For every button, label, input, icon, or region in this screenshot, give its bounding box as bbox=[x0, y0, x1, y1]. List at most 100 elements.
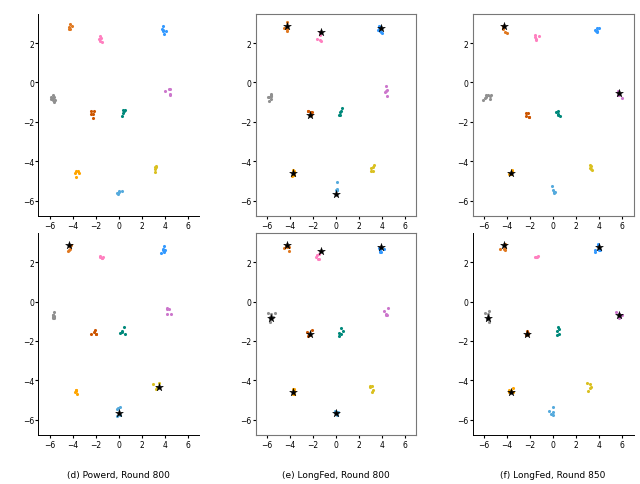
Point bbox=[485, 93, 495, 101]
Point bbox=[486, 91, 496, 99]
Point bbox=[266, 93, 276, 101]
Point bbox=[484, 318, 494, 326]
Point bbox=[160, 246, 170, 254]
Point bbox=[500, 247, 510, 255]
Point bbox=[305, 112, 315, 120]
Point bbox=[593, 241, 604, 248]
Point bbox=[373, 27, 383, 35]
Point bbox=[374, 28, 385, 36]
Point bbox=[119, 324, 129, 332]
Point bbox=[150, 164, 160, 171]
Point bbox=[381, 311, 392, 319]
Point bbox=[150, 169, 160, 177]
Point bbox=[289, 389, 299, 396]
Point bbox=[584, 162, 595, 170]
Point bbox=[281, 25, 291, 32]
Point bbox=[530, 254, 540, 262]
Point bbox=[287, 173, 298, 181]
Point bbox=[374, 26, 385, 34]
Point bbox=[65, 242, 76, 250]
Point bbox=[70, 386, 81, 393]
Point bbox=[366, 165, 376, 172]
Point bbox=[381, 89, 391, 96]
Point bbox=[48, 312, 58, 319]
Point bbox=[148, 380, 159, 388]
Point bbox=[116, 188, 127, 196]
Point bbox=[264, 93, 275, 101]
Point bbox=[71, 174, 81, 182]
Point bbox=[548, 189, 559, 197]
Point bbox=[504, 386, 515, 394]
Point bbox=[65, 26, 76, 33]
Point bbox=[365, 383, 376, 391]
Point bbox=[46, 96, 56, 104]
Point bbox=[89, 107, 99, 115]
Point bbox=[523, 331, 533, 338]
Point bbox=[86, 330, 96, 338]
Point bbox=[611, 308, 621, 316]
Point bbox=[553, 324, 563, 332]
Point bbox=[507, 168, 517, 176]
Point bbox=[165, 92, 175, 100]
Point bbox=[614, 312, 625, 319]
Point bbox=[524, 114, 534, 121]
Point bbox=[114, 409, 124, 417]
Point bbox=[498, 25, 508, 33]
Point bbox=[88, 111, 98, 119]
Point bbox=[113, 187, 124, 195]
Point bbox=[153, 383, 163, 391]
Point bbox=[484, 96, 495, 104]
Point bbox=[282, 244, 292, 252]
Point bbox=[152, 383, 163, 391]
Point bbox=[289, 172, 299, 180]
Point bbox=[552, 332, 562, 339]
Point bbox=[117, 327, 127, 335]
Point bbox=[583, 388, 593, 395]
Point bbox=[263, 94, 273, 102]
Point bbox=[374, 245, 385, 253]
Title: (f) LongFed, Round 850: (f) LongFed, Round 850 bbox=[500, 470, 606, 479]
Point bbox=[98, 253, 108, 261]
Point bbox=[151, 164, 161, 172]
Point bbox=[90, 331, 100, 338]
Point bbox=[477, 97, 488, 105]
Point bbox=[369, 162, 380, 170]
Point bbox=[483, 313, 493, 321]
Point bbox=[270, 310, 280, 318]
Point bbox=[312, 251, 322, 259]
Point bbox=[506, 170, 516, 178]
Point bbox=[279, 244, 289, 252]
Point bbox=[268, 314, 278, 321]
Point bbox=[72, 386, 82, 394]
Point bbox=[263, 309, 273, 317]
Point bbox=[480, 95, 490, 103]
Point bbox=[64, 246, 74, 254]
Point bbox=[266, 92, 276, 100]
Point bbox=[552, 328, 562, 335]
Point bbox=[521, 113, 531, 121]
Point bbox=[96, 35, 106, 43]
Point bbox=[585, 381, 595, 389]
Point bbox=[289, 388, 299, 395]
Point bbox=[310, 253, 321, 261]
Point bbox=[95, 254, 106, 261]
Point bbox=[508, 389, 518, 396]
Point bbox=[70, 388, 80, 395]
Point bbox=[331, 410, 341, 418]
Point bbox=[546, 410, 556, 418]
Point bbox=[334, 112, 344, 120]
Point bbox=[495, 246, 505, 254]
Point bbox=[531, 253, 541, 261]
Point bbox=[508, 384, 518, 392]
Point bbox=[111, 190, 122, 197]
Point bbox=[72, 391, 83, 398]
Point bbox=[584, 385, 595, 393]
Point bbox=[591, 28, 602, 36]
Point bbox=[380, 310, 390, 318]
Point bbox=[314, 250, 324, 258]
Point bbox=[64, 26, 74, 34]
Point bbox=[114, 189, 124, 197]
Point bbox=[115, 412, 125, 420]
Point bbox=[151, 385, 161, 393]
Point bbox=[376, 249, 386, 257]
